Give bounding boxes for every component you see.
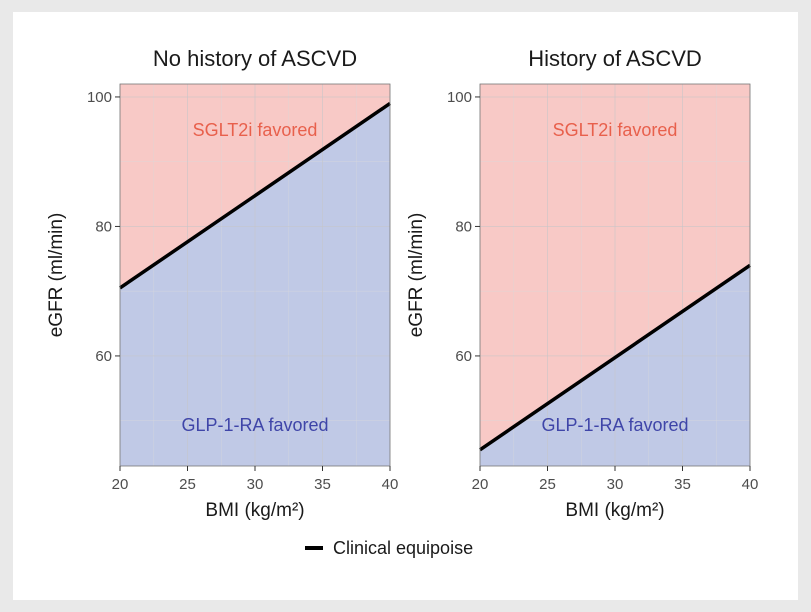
equipoise-line	[119, 101, 391, 290]
x-tick-label: 35	[314, 476, 331, 493]
region-label-sglt2i: SGLT2i favored	[193, 120, 318, 140]
y-axis-label: eGFR (ml/min)	[406, 213, 427, 338]
panel-title: History of ASCVD	[528, 46, 702, 71]
y-tick-label: 80	[455, 218, 472, 235]
y-tick-label: 100	[87, 89, 112, 106]
x-tick-label: 25	[179, 476, 196, 493]
x-tick-label: 25	[539, 476, 556, 493]
y-tick-label: 80	[95, 218, 112, 235]
x-tick-label: 20	[472, 476, 489, 493]
y-axis-label: eGFR (ml/min)	[46, 213, 67, 338]
x-tick-label: 20	[112, 476, 129, 493]
x-axis-label: BMI (kg/m²)	[565, 500, 664, 521]
y-tick-label: 60	[455, 348, 472, 365]
panel-title: No history of ASCVD	[153, 46, 357, 71]
legend-label: Clinical equipoise	[333, 538, 473, 558]
x-tick-label: 30	[607, 476, 624, 493]
equipoise-line	[479, 263, 751, 452]
chart-svg: Clinical equipoise 20 25 30 35 40 60 80 100 No h…	[46, 46, 758, 558]
x-tick-label: 40	[742, 476, 759, 493]
figure-frame: Clinical equipoise 20 25 30 35 40 60 80 100 No h…	[13, 12, 798, 600]
legend: Clinical equipoise	[305, 538, 473, 558]
x-tick-label: 35	[674, 476, 691, 493]
panel-1: 20 25 30 35 40 60 80 100 No history of ASCVD BMI …	[46, 46, 398, 521]
x-tick-label: 40	[382, 476, 399, 493]
x-axis-label: BMI (kg/m²)	[205, 500, 304, 521]
x-tick-label: 30	[247, 476, 264, 493]
y-tick-label: 60	[95, 348, 112, 365]
panel-2: 20 25 30 35 40 60 80 100 History of ASCVD BMI (kg…	[406, 46, 758, 521]
y-tick-label: 100	[447, 89, 472, 106]
region-label-glp1: GLP-1-RA favored	[181, 415, 328, 435]
region-label-sglt2i: SGLT2i favored	[553, 120, 678, 140]
region-label-glp1: GLP-1-RA favored	[541, 415, 688, 435]
